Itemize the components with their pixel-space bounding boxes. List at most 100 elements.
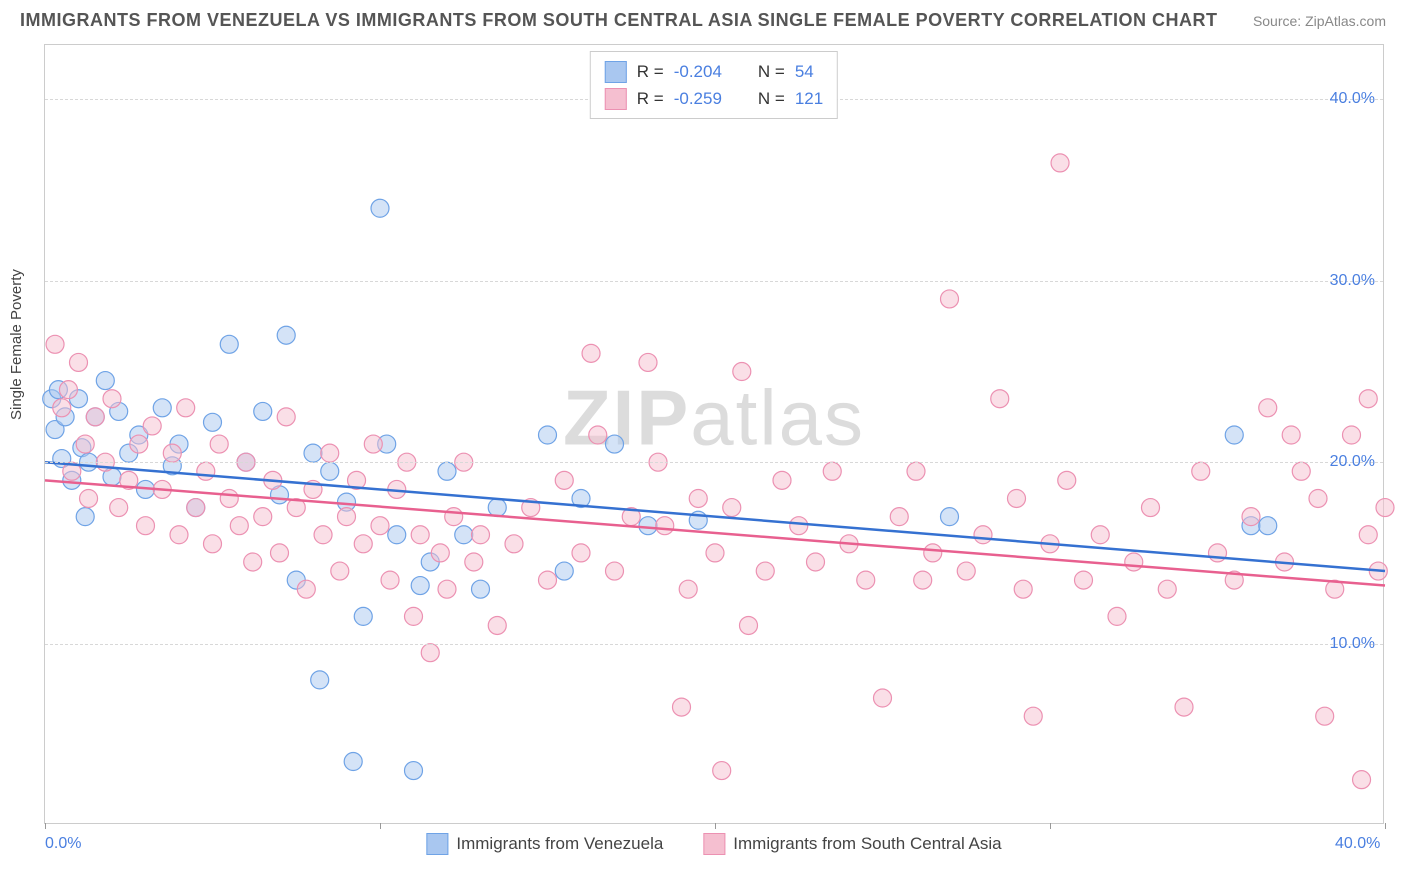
data-point xyxy=(589,426,607,444)
data-point xyxy=(1309,489,1327,507)
data-point xyxy=(338,508,356,526)
data-point xyxy=(455,526,473,544)
data-point xyxy=(103,390,121,408)
data-point xyxy=(733,363,751,381)
data-point xyxy=(706,544,724,562)
data-point xyxy=(411,526,429,544)
data-point xyxy=(96,372,114,390)
data-point xyxy=(582,344,600,362)
data-point xyxy=(790,517,808,535)
grid-line xyxy=(45,281,1383,282)
y-tick-label: 10.0% xyxy=(1330,635,1375,653)
data-point xyxy=(163,444,181,462)
legend-r-label: R = xyxy=(637,58,664,85)
data-point xyxy=(354,535,372,553)
data-point xyxy=(1192,462,1210,480)
legend-series-label: Immigrants from Venezuela xyxy=(456,834,663,854)
data-point xyxy=(472,526,490,544)
data-point xyxy=(857,571,875,589)
data-point xyxy=(1014,580,1032,598)
data-point xyxy=(445,508,463,526)
legend-item: Immigrants from South Central Asia xyxy=(703,833,1001,855)
data-point xyxy=(210,435,228,453)
data-point xyxy=(555,471,573,489)
x-tick xyxy=(380,823,381,829)
data-point xyxy=(1259,517,1277,535)
data-point xyxy=(143,417,161,435)
data-point xyxy=(957,562,975,580)
data-point xyxy=(153,399,171,417)
data-point xyxy=(874,689,892,707)
data-point xyxy=(277,326,295,344)
data-point xyxy=(137,517,155,535)
data-point xyxy=(80,489,98,507)
data-point xyxy=(740,616,758,634)
grid-line xyxy=(45,462,1383,463)
data-point xyxy=(1242,508,1260,526)
x-tick-label: 40.0% xyxy=(1335,835,1380,853)
data-point xyxy=(555,562,573,580)
data-point xyxy=(130,435,148,453)
data-point xyxy=(431,544,449,562)
data-point xyxy=(679,580,697,598)
data-point xyxy=(823,462,841,480)
correlation-legend: R =-0.204N =54R =-0.259N =121 xyxy=(590,51,838,119)
y-tick-label: 40.0% xyxy=(1330,90,1375,108)
data-point xyxy=(405,607,423,625)
data-point xyxy=(673,698,691,716)
data-point xyxy=(1316,707,1334,725)
legend-r-label: R = xyxy=(637,85,664,112)
data-point xyxy=(230,517,248,535)
data-point xyxy=(187,499,205,517)
data-point xyxy=(1108,607,1126,625)
data-point xyxy=(344,753,362,771)
data-point xyxy=(331,562,349,580)
data-point xyxy=(773,471,791,489)
data-point xyxy=(991,390,1009,408)
correlation-row: R =-0.259N =121 xyxy=(605,85,823,112)
data-point xyxy=(656,517,674,535)
data-point xyxy=(914,571,932,589)
legend-swatch xyxy=(605,61,627,83)
data-point xyxy=(941,290,959,308)
data-point xyxy=(713,762,731,780)
data-point xyxy=(1343,426,1361,444)
legend-n-value: 121 xyxy=(795,85,823,112)
data-point xyxy=(1024,707,1042,725)
data-point xyxy=(314,526,332,544)
data-point xyxy=(505,535,523,553)
y-tick-label: 20.0% xyxy=(1330,453,1375,471)
data-point xyxy=(1353,771,1371,789)
data-point xyxy=(277,408,295,426)
data-point xyxy=(1091,526,1109,544)
data-point xyxy=(539,571,557,589)
data-point xyxy=(76,435,94,453)
data-point xyxy=(405,762,423,780)
data-point xyxy=(941,508,959,526)
data-point xyxy=(1376,499,1394,517)
chart-source: Source: ZipAtlas.com xyxy=(1253,13,1386,29)
data-point xyxy=(53,399,71,417)
data-point xyxy=(488,499,506,517)
x-tick-label: 0.0% xyxy=(45,835,81,853)
data-point xyxy=(197,462,215,480)
data-point xyxy=(254,508,272,526)
data-point xyxy=(204,413,222,431)
data-point xyxy=(1359,390,1377,408)
data-point xyxy=(46,335,64,353)
data-point xyxy=(1259,399,1277,417)
data-point xyxy=(807,553,825,571)
data-point xyxy=(311,671,329,689)
data-point xyxy=(639,353,657,371)
data-point xyxy=(1292,462,1310,480)
data-point xyxy=(321,444,339,462)
data-point xyxy=(1225,426,1243,444)
data-point xyxy=(177,399,195,417)
data-point xyxy=(1175,698,1193,716)
data-point xyxy=(204,535,222,553)
data-point xyxy=(1359,526,1377,544)
chart-header: IMMIGRANTS FROM VENEZUELA VS IMMIGRANTS … xyxy=(20,10,1386,31)
data-point xyxy=(639,517,657,535)
source-prefix: Source: xyxy=(1253,13,1305,29)
data-point xyxy=(1075,571,1093,589)
